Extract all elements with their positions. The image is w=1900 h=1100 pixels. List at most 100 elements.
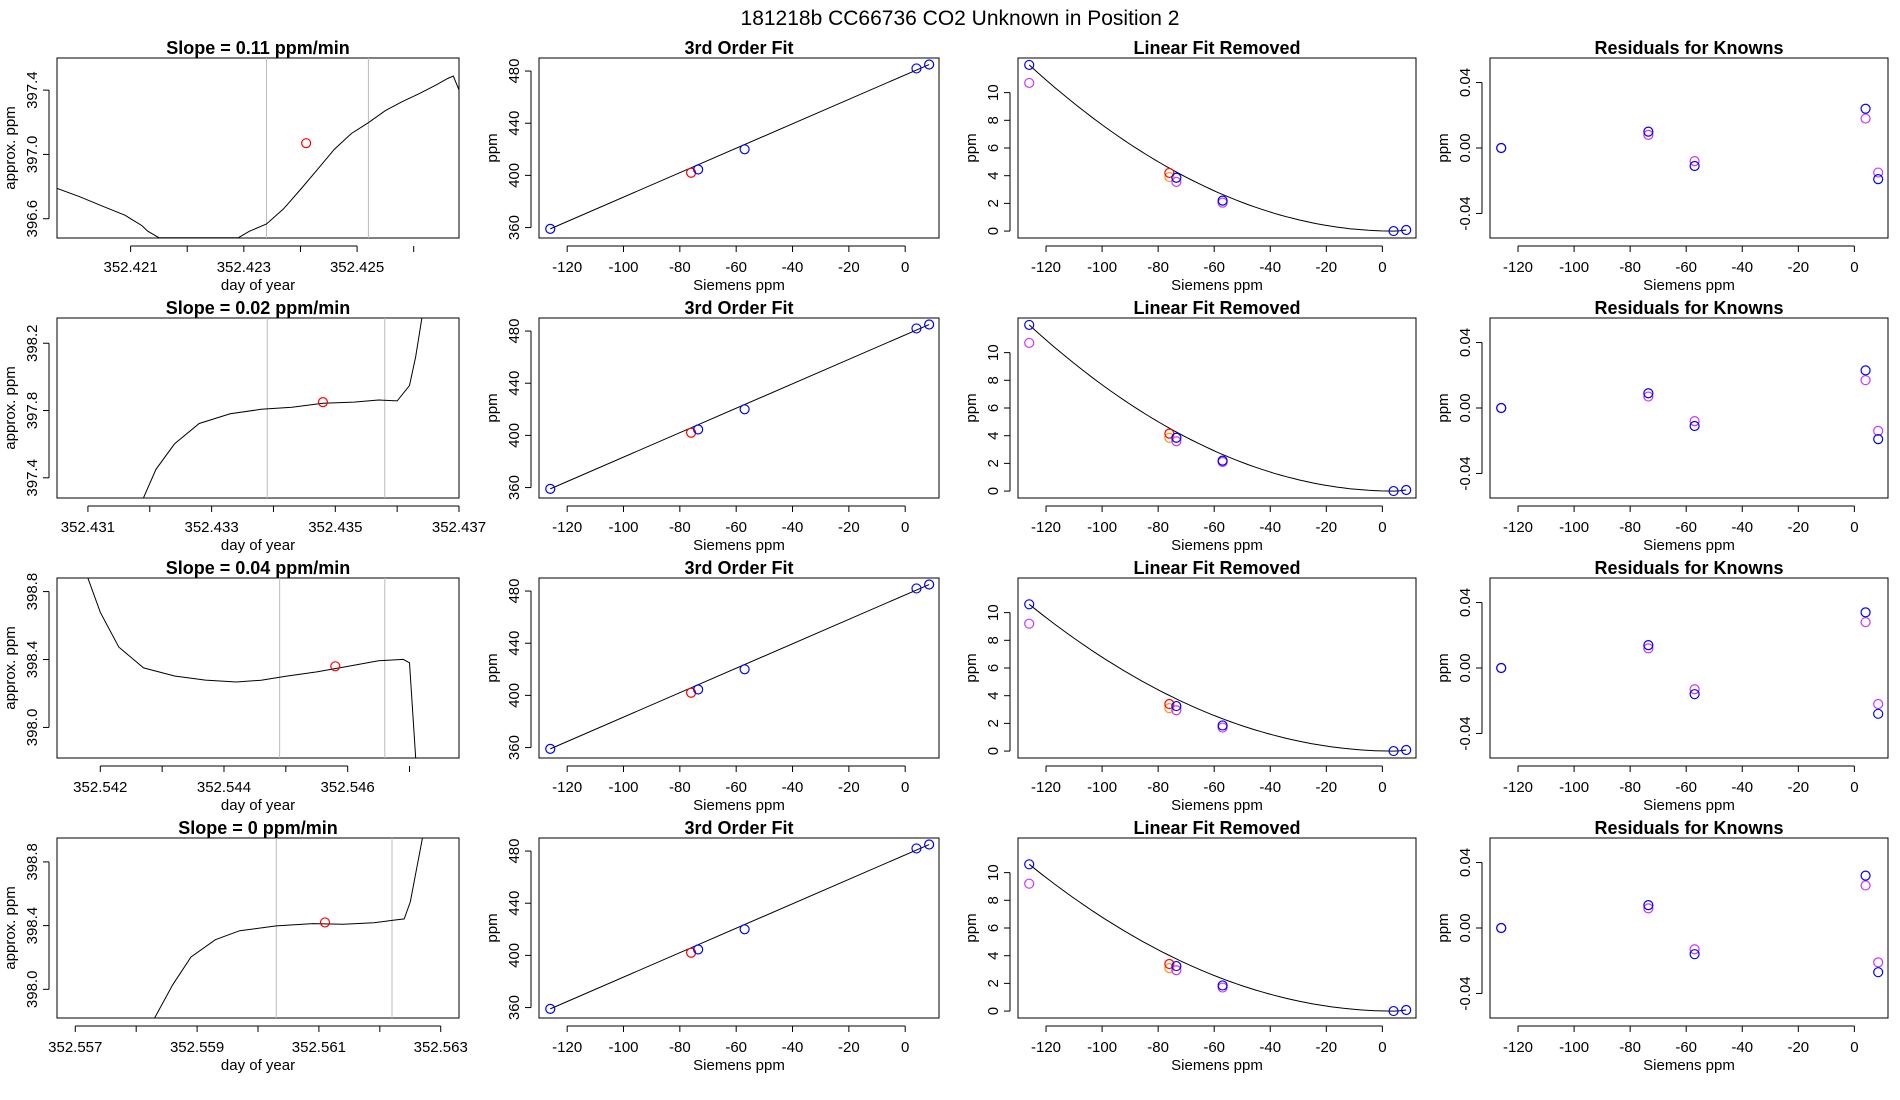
known-point <box>924 319 935 330</box>
linear-removed-panel-x-tick-label: -100 <box>1087 779 1117 796</box>
fit-panel-x-tick-label: -40 <box>782 779 804 796</box>
known-point <box>545 743 556 754</box>
linear-removed-panel-x-tick-label: -60 <box>1203 519 1225 536</box>
residual-point <box>1643 126 1654 137</box>
trace-panel-title: Slope = 0.11 ppm/min <box>166 38 350 58</box>
mean-marker <box>317 397 329 408</box>
trace-panel-x-tick-label: 352.559 <box>170 1039 224 1056</box>
fit-panel-frame <box>538 57 940 239</box>
known-point-alt <box>1024 337 1035 349</box>
residuals-panel-y-tick-label: 0.00 <box>1457 393 1474 422</box>
fit-panel-x-tick-label: 0 <box>901 779 909 796</box>
residuals-panel-y-tick-label: 0.00 <box>1457 133 1474 162</box>
residuals-panel-title: Residuals for Knowns <box>1594 38 1783 58</box>
fit-line <box>550 324 930 490</box>
linear-removed-panel-y-tick-label: 4 <box>985 692 1002 700</box>
fit-panel-x-tick-label: -120 <box>552 259 582 276</box>
unknown-point <box>1164 958 1175 970</box>
linear-removed-panel-y-label: ppm <box>963 653 980 682</box>
fit-panel-y-tick-label: 480 <box>506 319 523 344</box>
residual-point-alt <box>1873 698 1884 710</box>
fit-panel-y-tick-label: 400 <box>506 683 523 708</box>
known-point <box>1217 980 1228 991</box>
residuals-panel-y-tick-label: 0.04 <box>1457 328 1474 357</box>
known-point <box>924 59 935 70</box>
fit-panel-y-tick-label: 480 <box>506 839 523 864</box>
linear-removed-panel: Linear Fit Removed -120 -100 -80 -60 -40 -20 0 0… <box>963 818 1417 1074</box>
trace-panel-x-tick-label: 352.423 <box>217 259 271 276</box>
trace-plot-area <box>87 578 417 758</box>
fit-panel-y-label: ppm <box>484 393 501 422</box>
residuals-panel-y-label: ppm <box>1435 133 1452 162</box>
trace-panel-y-tick-label: 397.8 <box>24 392 41 430</box>
linear-removed-panel-y-tick-label: 10 <box>985 344 1002 361</box>
linear-removed-panel-x-tick-label: -120 <box>1031 519 1061 536</box>
known-point-alt <box>1171 436 1182 447</box>
linear-removed-panel-x-tick-label: -40 <box>1259 779 1281 796</box>
residuals-panel-y-tick-label: -0.04 <box>1457 196 1474 230</box>
linear-removed-panel-y-tick-label: 10 <box>985 604 1002 621</box>
residuals-panel-y-label: ppm <box>1435 653 1452 682</box>
fit-panel-y-tick-label: 360 <box>506 995 523 1020</box>
linear-removed-panel-x-tick-label: -40 <box>1259 259 1281 276</box>
known-point <box>911 583 922 594</box>
trace-panel-x-label: day of year <box>221 277 295 294</box>
linear-removed-panel-x-tick-label: -60 <box>1203 779 1225 796</box>
unknown-point-alt <box>1164 963 1175 974</box>
fit-panel-title: 3rd Order Fit <box>684 818 793 838</box>
residual-point <box>1496 662 1507 674</box>
fit-panel-frame <box>538 577 940 759</box>
linear-removed-panel-y-tick-label: 0 <box>985 1007 1002 1015</box>
fit-panel: 3rd Order Fit -120 -100 -80 -60 -40 -20 0 360 400… <box>484 818 940 1074</box>
known-point-alt <box>1024 77 1035 89</box>
residual-point-alt <box>1873 167 1884 178</box>
known-point <box>924 839 935 850</box>
trace-panel-x-tick-label: 352.544 <box>197 779 251 796</box>
linear-removed-panel-x-label: Siemens ppm <box>1171 277 1263 294</box>
residuals-panel-x-label: Siemens ppm <box>1643 797 1735 814</box>
fit-panel-x-tick-label: -40 <box>782 519 804 536</box>
trace-panel-frame <box>56 57 460 239</box>
linear-removed-panel-x-tick-label: -100 <box>1087 1039 1117 1056</box>
trace-panel-y-tick-label: 396.6 <box>24 200 41 238</box>
known-point-alt <box>1217 982 1228 993</box>
residuals-panel-y-tick-label: -0.04 <box>1457 456 1474 490</box>
linear-removed-panel-x-tick-label: -100 <box>1087 259 1117 276</box>
residuals-panel-frame <box>1489 577 1889 759</box>
trace-panel-y-tick-label: 397.0 <box>24 136 41 174</box>
residuals-panel-x-label: Siemens ppm <box>1643 277 1735 294</box>
residuals-panel-y-tick-label: 0.04 <box>1457 68 1474 97</box>
known-point <box>1401 224 1412 236</box>
unknown-point-alt <box>1164 171 1175 183</box>
known-point <box>1171 172 1182 183</box>
residuals-panel-x-label: Siemens ppm <box>1643 537 1735 554</box>
linear-removed-panel-y-tick-label: 4 <box>985 432 1002 440</box>
linear-removed-panel-frame <box>1017 577 1417 759</box>
residuals-panel: Residuals for Knowns -120 -100 -80 -60 -40 -20… <box>1435 558 1889 814</box>
linear-removed-panel-y-tick-label: 8 <box>985 896 1002 904</box>
residuals-panel-x-tick-label: -40 <box>1731 779 1753 796</box>
linear-removed-panel-x-tick-label: 0 <box>1378 519 1386 536</box>
trace-panel-y-label: approx. ppm <box>2 106 19 189</box>
known-point-alt <box>1171 705 1182 716</box>
known-point <box>545 1003 556 1014</box>
residual-point <box>1643 388 1654 399</box>
trace-panel-frame <box>56 577 460 759</box>
trace-panel-x-tick-label: 352.433 <box>184 519 238 536</box>
fit-panel-x-label: Siemens ppm <box>693 277 785 294</box>
residual-point <box>1860 365 1871 376</box>
known-point <box>1171 432 1182 443</box>
fit-line <box>550 584 930 750</box>
fit-panel-x-tick-label: -60 <box>725 779 747 796</box>
residual-point-alt <box>1689 415 1700 427</box>
linear-removed-panel-y-tick-label: 0 <box>985 227 1002 235</box>
residual-point <box>1643 639 1654 651</box>
linear-removed-panel-x-tick-label: -80 <box>1147 519 1169 536</box>
residuals-panel-y-tick-label: -0.04 <box>1457 976 1474 1010</box>
residuals-panel-x-tick-label: -120 <box>1503 519 1533 536</box>
trace-panel-title: Slope = 0.02 ppm/min <box>166 298 351 318</box>
trace-panel-x-tick-label: 352.563 <box>414 1039 468 1056</box>
fit-panel-x-label: Siemens ppm <box>693 1057 785 1074</box>
residuals-panel: Residuals for Knowns -120 -100 -80 -60 -40 -20… <box>1435 818 1889 1074</box>
